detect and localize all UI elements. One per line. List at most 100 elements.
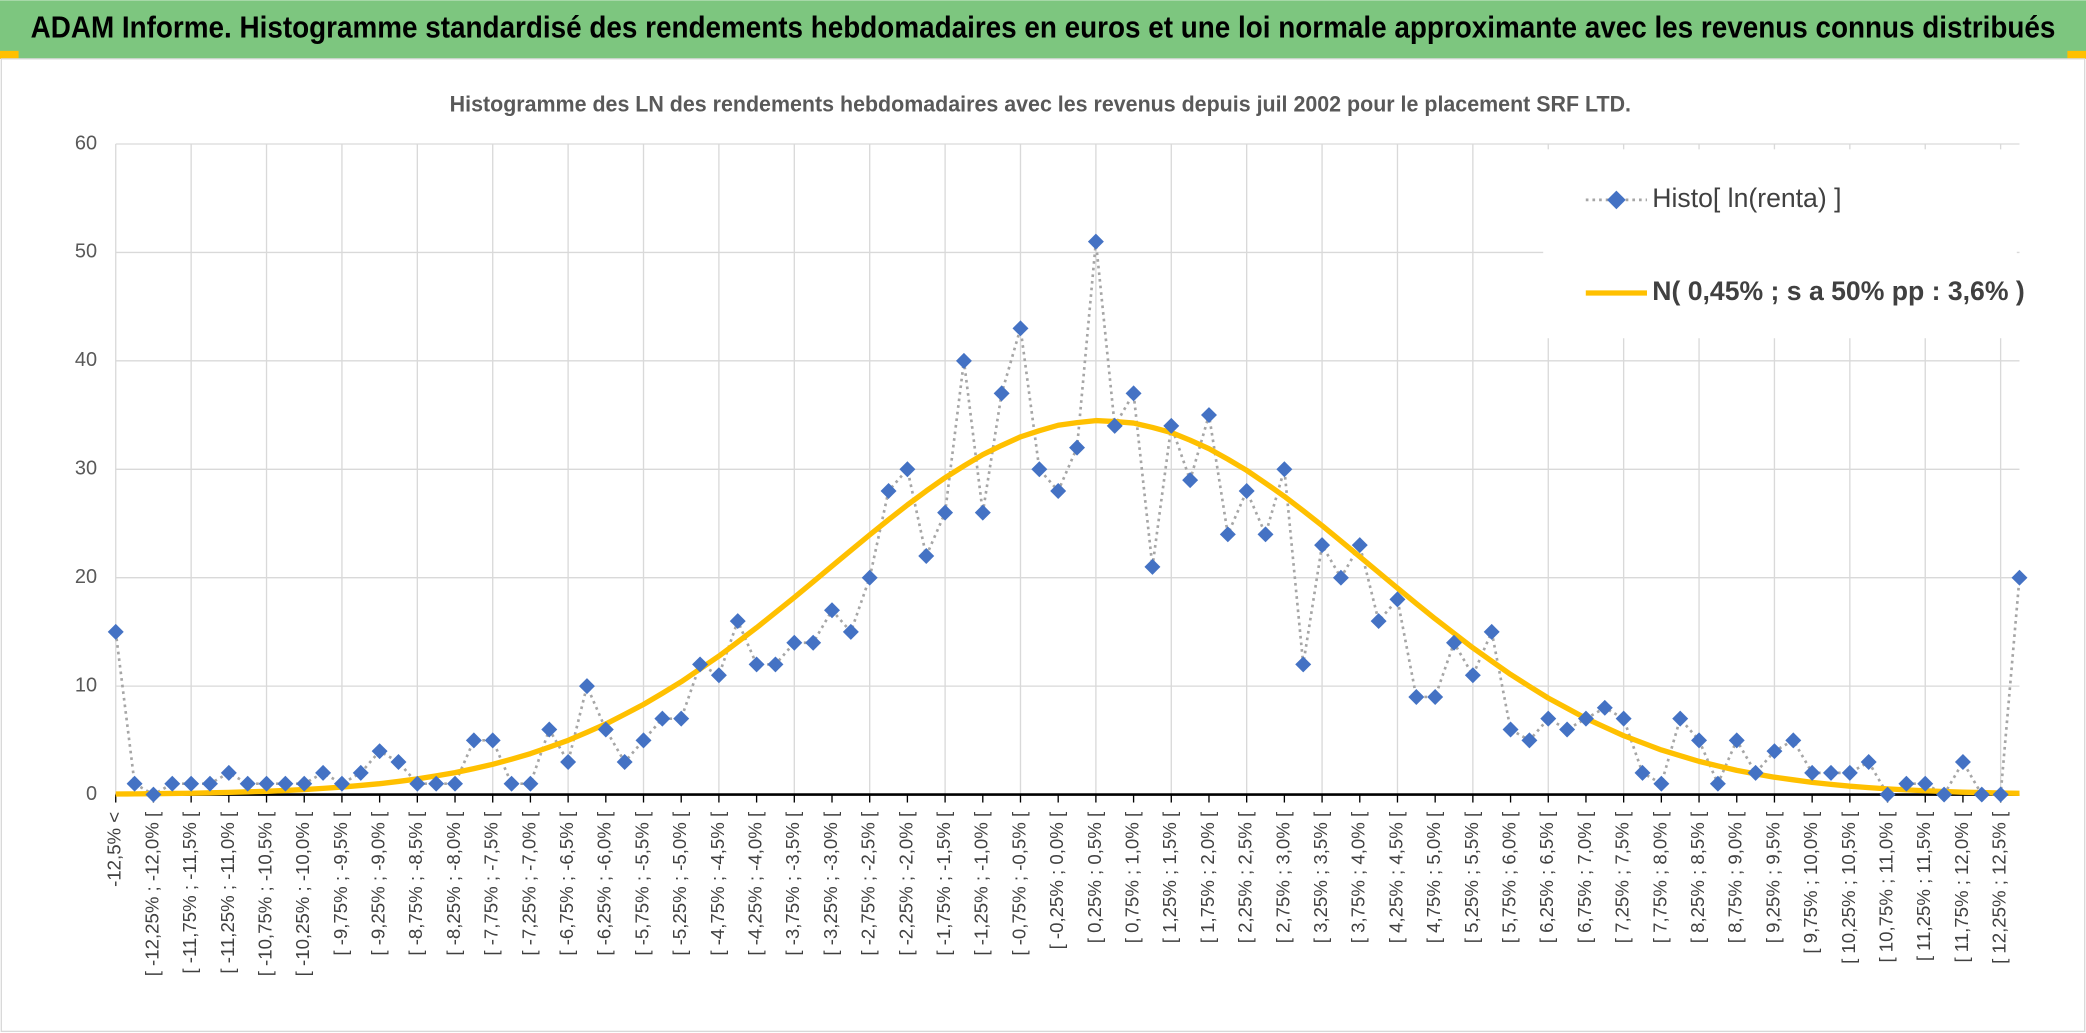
x-tick-label: [ -2,25% ; -2,0% [ — [895, 811, 916, 956]
plot — [107, 233, 2028, 803]
marker — [352, 764, 369, 781]
marker — [1540, 710, 1557, 727]
x-tick-label: [ 9,25% ; 9,5% [ — [1762, 811, 1783, 943]
marker — [1898, 775, 1915, 792]
marker — [1634, 764, 1651, 781]
marker — [1973, 786, 1990, 803]
x-tick-label: [ 8,25% ; 8,5% [ — [1687, 811, 1708, 943]
x-tick-label: [ -3,75% ; -3,5% [ — [782, 811, 803, 956]
marker — [1446, 634, 1462, 651]
marker — [1389, 591, 1406, 608]
x-tick-label: [ 10,75% ; 11,0% [ — [1875, 811, 1896, 963]
marker — [1615, 710, 1632, 727]
x-tick-label: [ 2,75% ; 3,0% [ — [1272, 811, 1293, 943]
marker — [1728, 732, 1745, 749]
x-tick-label: -12,5% < — [104, 812, 125, 887]
marker — [239, 775, 256, 792]
marker — [1427, 688, 1444, 705]
marker — [333, 775, 350, 792]
x-tick-label: [ -5,25% ; -5,0% [ — [669, 811, 690, 956]
marker — [974, 504, 991, 521]
x-tick-label: [ 4,75% ; 5,0% [ — [1423, 811, 1444, 943]
marker — [1747, 764, 1764, 781]
marker — [805, 634, 822, 651]
x-tick-label: [ 7,75% ; 8,0% [ — [1649, 811, 1670, 943]
x-tick-label: [ 3,75% ; 4,0% [ — [1348, 811, 1369, 943]
x-tick-label: [ -2,75% ; -2,5% [ — [858, 811, 879, 956]
marker — [1163, 417, 1180, 434]
marker — [202, 775, 218, 792]
marker — [1370, 613, 1387, 630]
x-tick-label: [ 5,75% ; 6,0% [ — [1498, 811, 1519, 943]
legend-marker — [1607, 190, 1626, 210]
marker — [1314, 537, 1331, 554]
marker — [1408, 688, 1425, 705]
marker — [315, 764, 332, 781]
marker — [2011, 569, 2028, 586]
y-tick-label: 60 — [75, 132, 97, 154]
marker — [1936, 786, 1953, 803]
marker — [1691, 732, 1708, 749]
x-tick-label: [ 12,25% ; 12,5% [ — [1989, 811, 2010, 964]
y-tick-label: 10 — [75, 674, 97, 696]
y-tick-label: 20 — [75, 566, 97, 588]
marker — [1144, 558, 1161, 575]
marker — [880, 482, 897, 499]
x-tick-label: [ -1,25% ; -1,0% [ — [971, 811, 992, 956]
marker — [578, 678, 595, 695]
marker — [1577, 710, 1594, 727]
marker — [1917, 775, 1934, 792]
normal-curve — [115, 417, 2020, 797]
marker — [955, 352, 972, 369]
marker — [541, 721, 558, 738]
x-tick-label: [ -0,75% ; -0,5% [ — [1008, 811, 1029, 956]
legend-label: N( 0,45% ; s a 50% pp : 3,6% ) — [1652, 276, 2024, 306]
x-tick-label: [ 7,25% ; 7,5% [ — [1612, 811, 1633, 943]
marker — [1106, 417, 1123, 434]
corner-mark — [2067, 50, 2086, 59]
marker — [1709, 775, 1726, 792]
marker — [1483, 623, 1500, 640]
header-bar — [0, 0, 2086, 59]
x-tick-label: [ -8,75% ; -8,5% [ — [405, 811, 426, 956]
marker — [899, 461, 916, 478]
legend-label: Histo[ ln(renta) ] — [1652, 183, 1841, 213]
x-tick-label: [ -8,25% ; -8,0% [ — [443, 811, 464, 956]
y-tick-label: 40 — [75, 349, 97, 371]
marker — [786, 634, 803, 651]
marker — [220, 764, 237, 781]
marker — [447, 775, 464, 792]
x-tick-label: [ 11,75% ; 12,0% [ — [1951, 811, 1972, 963]
marker — [1464, 667, 1481, 684]
x-tick-label: [ -7,25% ; -7,0% [ — [518, 811, 539, 956]
marker — [842, 623, 859, 640]
page-title: ADAM Informe. Histogramme standardisé de… — [31, 11, 2056, 45]
marker — [1295, 656, 1312, 673]
x-tick-label: [ 2,25% ; 2,5% [ — [1235, 811, 1256, 943]
marker — [1785, 732, 1802, 749]
marker — [1332, 569, 1349, 586]
x-tick-label: [ -11,75% ; -11,5% [ — [179, 811, 200, 974]
grid: 0 10 20 30 40 50 60 -12,5% < [ -12,25% ; -12,0% … — [75, 132, 2020, 976]
marker — [1672, 710, 1689, 727]
marker — [1992, 786, 2009, 803]
marker — [1860, 754, 1877, 770]
marker — [937, 504, 954, 521]
x-tick-label: [ -3,25% ; -3,0% [ — [820, 811, 841, 956]
marker — [258, 775, 275, 792]
marker — [1823, 764, 1839, 781]
marker — [1521, 732, 1538, 749]
marker — [1502, 721, 1519, 738]
marker — [710, 667, 727, 684]
x-tick-label: [ -0,25% ; 0,0% [ — [1046, 811, 1067, 949]
x-tick-label: [ 6,25% ; 6,5% [ — [1536, 811, 1557, 943]
y-tick-label: 30 — [75, 458, 97, 480]
x-tick-label: [ 10,25% ; 10,5% [ — [1838, 811, 1859, 964]
marker — [126, 775, 143, 792]
marker — [1276, 461, 1293, 478]
marker — [1653, 775, 1670, 792]
y-tick-label: 50 — [75, 241, 97, 263]
x-tick-label: [ 6,75% ; 7,0% [ — [1574, 811, 1595, 943]
x-tick-label: [ 0,25% ; 0,5% [ — [1084, 811, 1105, 943]
marker — [1200, 407, 1217, 424]
